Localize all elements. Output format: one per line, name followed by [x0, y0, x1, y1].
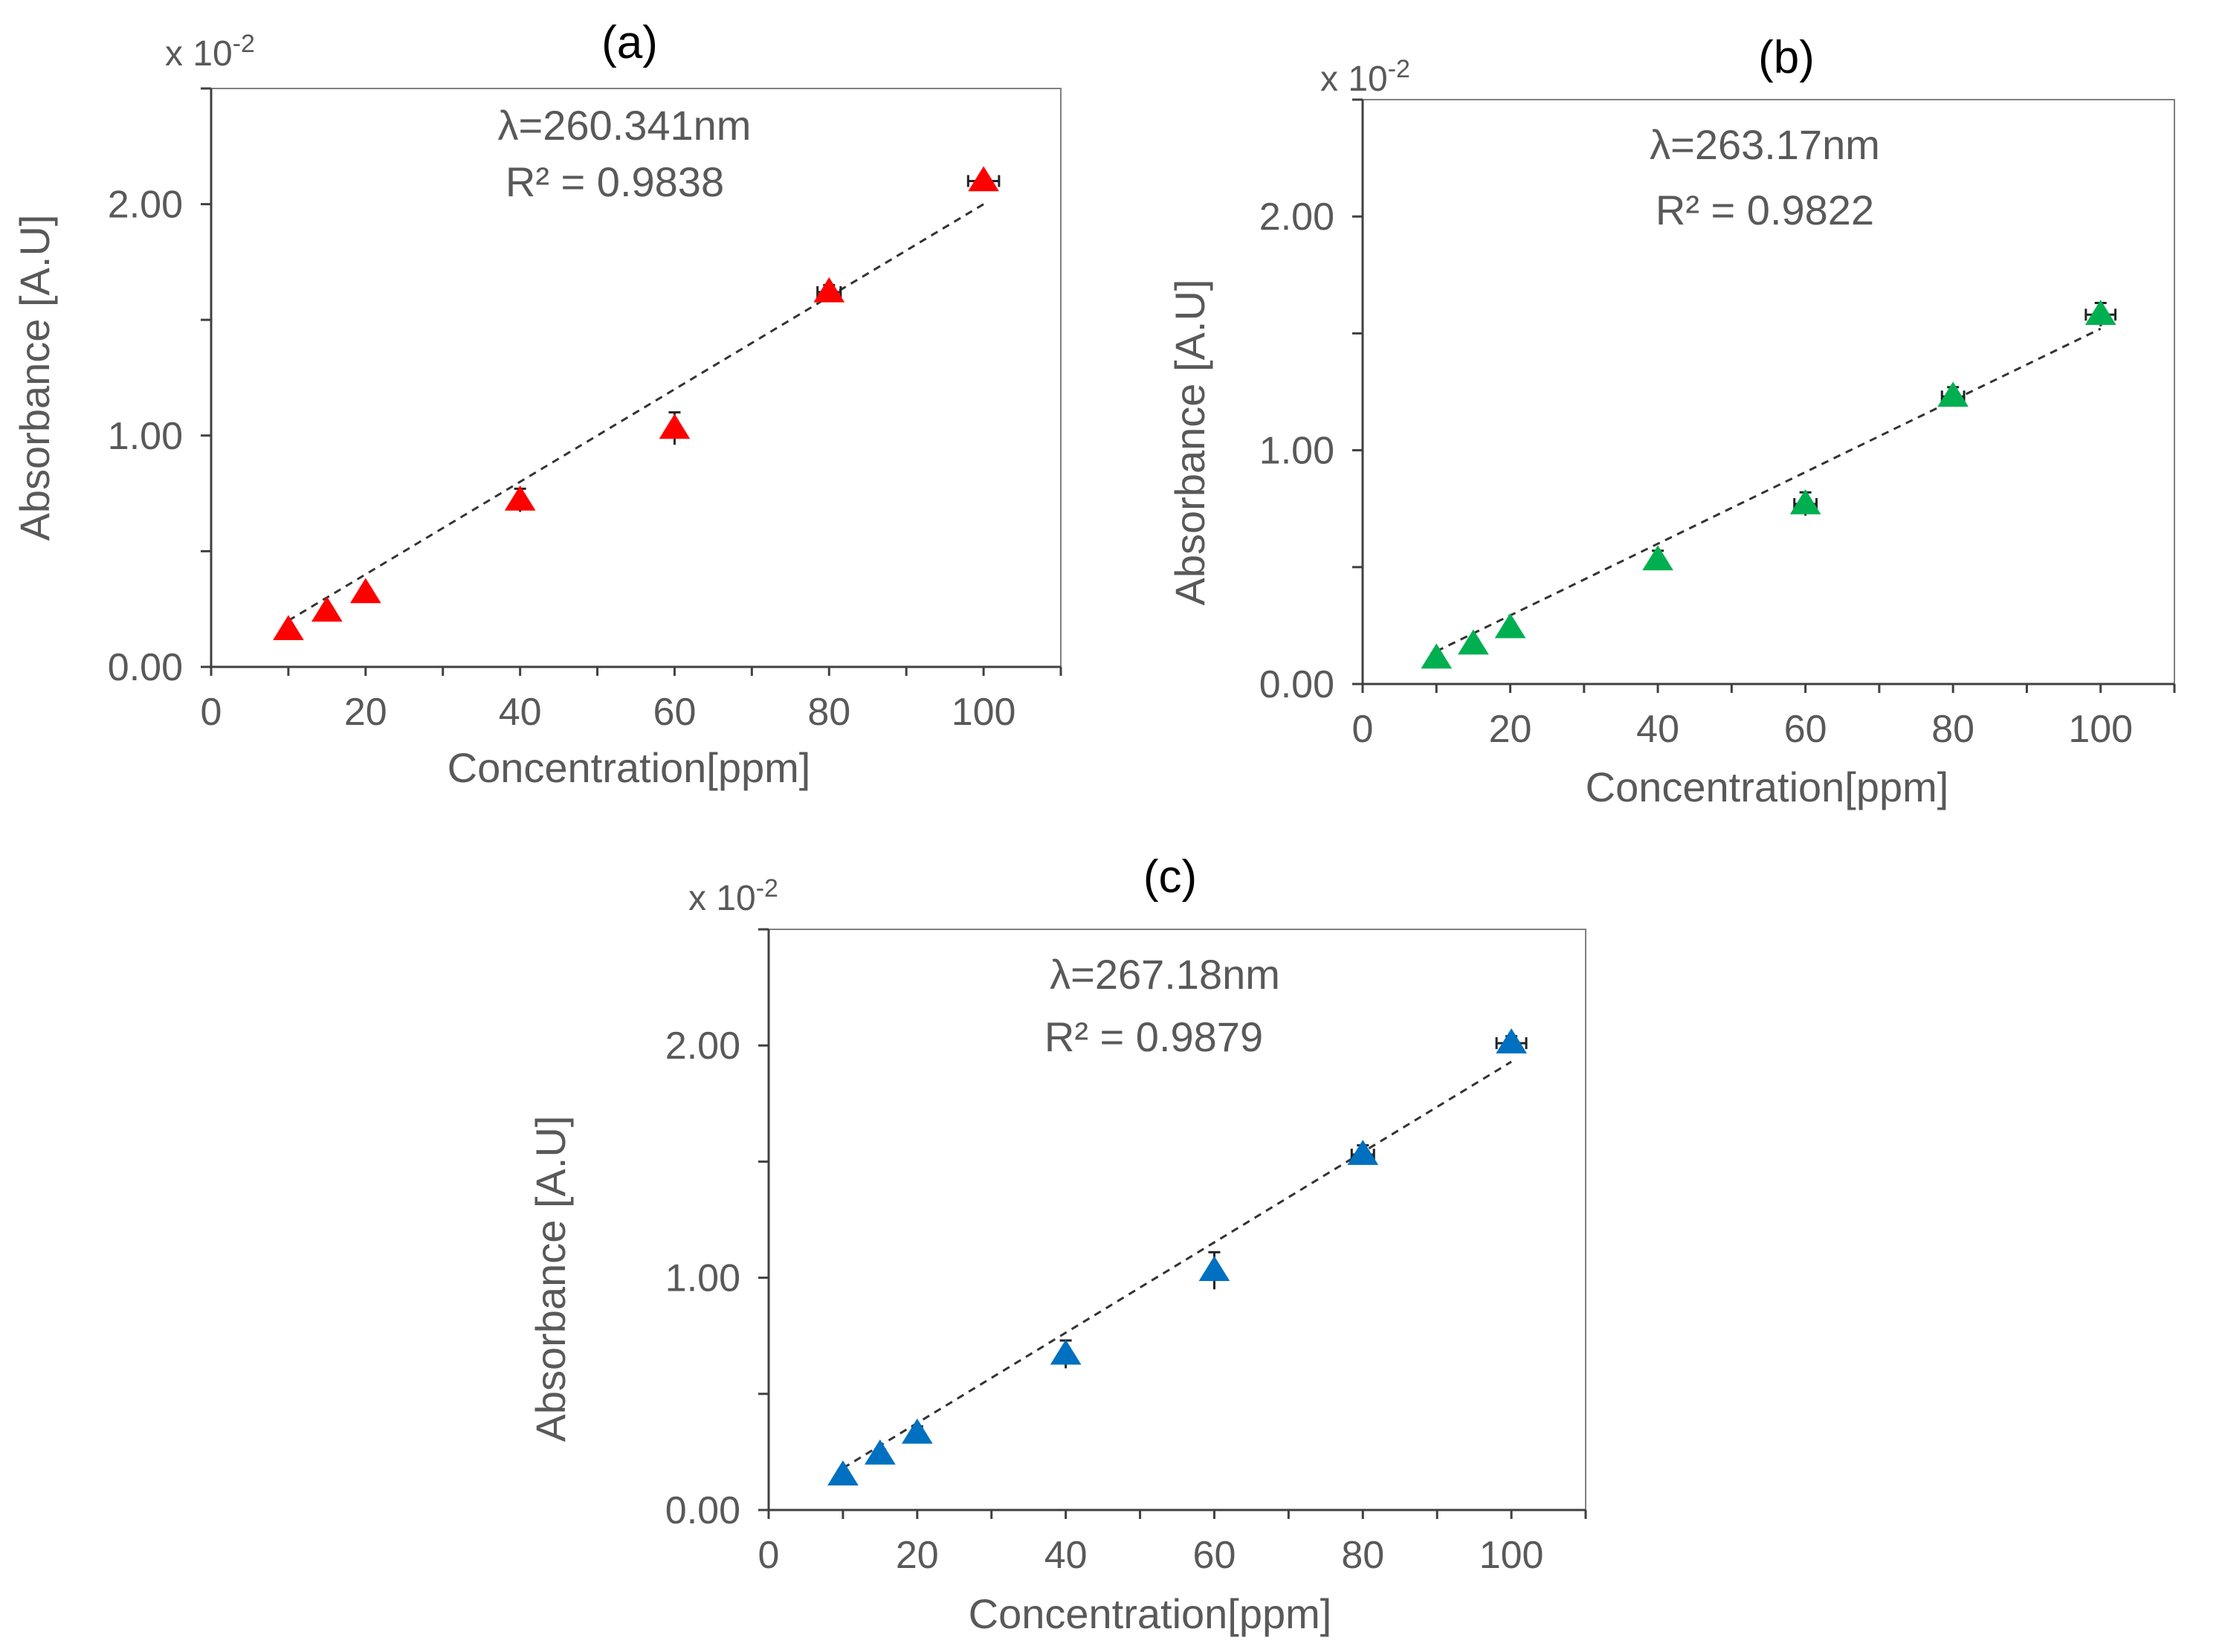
panel-label: (c)	[1143, 851, 1197, 903]
r-squared-annotation: R² = 0.9879	[1044, 1013, 1263, 1060]
multiplier-exponent: -2	[233, 30, 255, 58]
data-point-triangle	[659, 413, 691, 439]
wavelength-annotation: λ=267.18nm	[1050, 951, 1280, 998]
data-point-triangle	[1937, 381, 1969, 407]
x-axis-label: Concentration[ppm]	[1586, 764, 1949, 810]
x-tick-label: 100	[1479, 1534, 1544, 1577]
data-point-triangle	[1050, 1339, 1082, 1365]
trendline	[842, 1060, 1512, 1470]
chart-panel-b: (b) x 10-2 λ=263.17nm R² = 0.9822 Concen…	[1166, 32, 2176, 810]
x-tick-label: 60	[1784, 708, 1827, 751]
y-tick-label: 1.00	[665, 1257, 740, 1300]
x-tick-label: 20	[344, 691, 387, 734]
data-point-triangle	[968, 166, 999, 192]
multiplier-base: x 10	[688, 879, 756, 918]
marks-layer: 0 20 40 60 80 100 0.00 1.00 2.00	[108, 87, 1062, 734]
y-tick-label: 0.00	[108, 646, 183, 689]
multiplier-base: x 10	[1320, 59, 1388, 99]
trendline	[1435, 327, 2102, 653]
x-tick-label: 0	[201, 691, 222, 734]
chart-panel-c: (c) x 10-2 λ=267.18nm R² = 0.9879 Concen…	[527, 851, 1587, 1637]
wavelength-annotation: λ=260.341nm	[498, 102, 752, 149]
data-point-triangle	[349, 578, 381, 604]
x-tick-label: 80	[1931, 708, 1974, 751]
chart-panel-a: (a) x 10-2 λ=260.341nm R² = 0.9838 Conce…	[11, 17, 1062, 791]
r-squared-annotation: R² = 0.9838	[506, 158, 724, 205]
y-tick-label: 0.00	[665, 1489, 740, 1532]
x-tick-label: 60	[653, 691, 697, 734]
data-point-triangle	[813, 277, 845, 303]
x-tick-label: 40	[499, 691, 542, 734]
x-tick-label: 60	[1193, 1534, 1236, 1577]
axis-multiplier: x 10-2	[688, 874, 778, 918]
data-point-triangle	[1198, 1256, 1230, 1282]
data-point-triangle	[865, 1439, 896, 1465]
multiplier-base: x 10	[165, 34, 233, 74]
x-axis-label: Concentration[ppm]	[969, 1590, 1332, 1637]
data-point-triangle	[311, 596, 343, 622]
data-point-triangle	[901, 1418, 933, 1444]
x-tick-label: 40	[1044, 1534, 1088, 1577]
data-point-triangle	[1458, 629, 1489, 655]
panel-label: (b)	[1758, 32, 1815, 83]
x-axis-label: Concentration[ppm]	[448, 744, 811, 791]
y-tick-label: 0.00	[1259, 663, 1334, 706]
y-tick-label: 2.00	[1259, 196, 1334, 239]
r-squared-annotation: R² = 0.9822	[1656, 187, 1874, 233]
data-point-triangle	[827, 1460, 859, 1485]
data-point-triangle	[1347, 1140, 1379, 1165]
data-point-triangle	[1789, 488, 1821, 514]
data-point-triangle	[1421, 643, 1453, 669]
y-axis-label: Absorbance [A.U]	[11, 215, 58, 541]
y-tick-label: 2.00	[665, 1025, 740, 1068]
marks-layer: 0 20 40 60 80 100 0.00 1.00 2.00	[665, 928, 1587, 1577]
data-point-triangle	[504, 485, 536, 511]
multiplier-exponent: -2	[756, 874, 778, 903]
wavelength-annotation: λ=263.17nm	[1650, 121, 1880, 168]
y-tick-label: 1.00	[108, 415, 183, 458]
data-point-triangle	[2084, 300, 2116, 326]
x-tick-label: 80	[807, 691, 850, 734]
y-axis-label: Absorbance [A.U]	[1166, 280, 1213, 606]
x-tick-label: 20	[896, 1534, 939, 1577]
x-tick-label: 80	[1341, 1534, 1384, 1577]
y-tick-label: 2.00	[108, 184, 183, 227]
data-point-triangle	[1494, 613, 1526, 639]
y-axis-label: Absorbance [A.U]	[527, 1116, 574, 1442]
x-tick-label: 0	[758, 1534, 780, 1577]
axis-multiplier: x 10-2	[165, 30, 255, 74]
x-tick-label: 20	[1489, 708, 1532, 751]
multiplier-exponent: -2	[1388, 55, 1410, 83]
axis-multiplier: x 10-2	[1320, 55, 1410, 99]
x-tick-label: 100	[2068, 708, 2133, 751]
panel-label: (a)	[601, 17, 658, 68]
data-point-triangle	[1496, 1028, 1527, 1054]
x-tick-label: 100	[952, 691, 1016, 734]
x-tick-label: 40	[1636, 708, 1679, 751]
data-point-triangle	[273, 615, 304, 641]
data-point-triangle	[1642, 545, 1673, 571]
x-tick-label: 0	[1352, 708, 1374, 751]
marks-layer: 0 20 40 60 80 100 0.00 1.00 2.00	[1259, 98, 2176, 751]
trendline	[288, 203, 984, 622]
y-tick-label: 1.00	[1259, 430, 1334, 473]
